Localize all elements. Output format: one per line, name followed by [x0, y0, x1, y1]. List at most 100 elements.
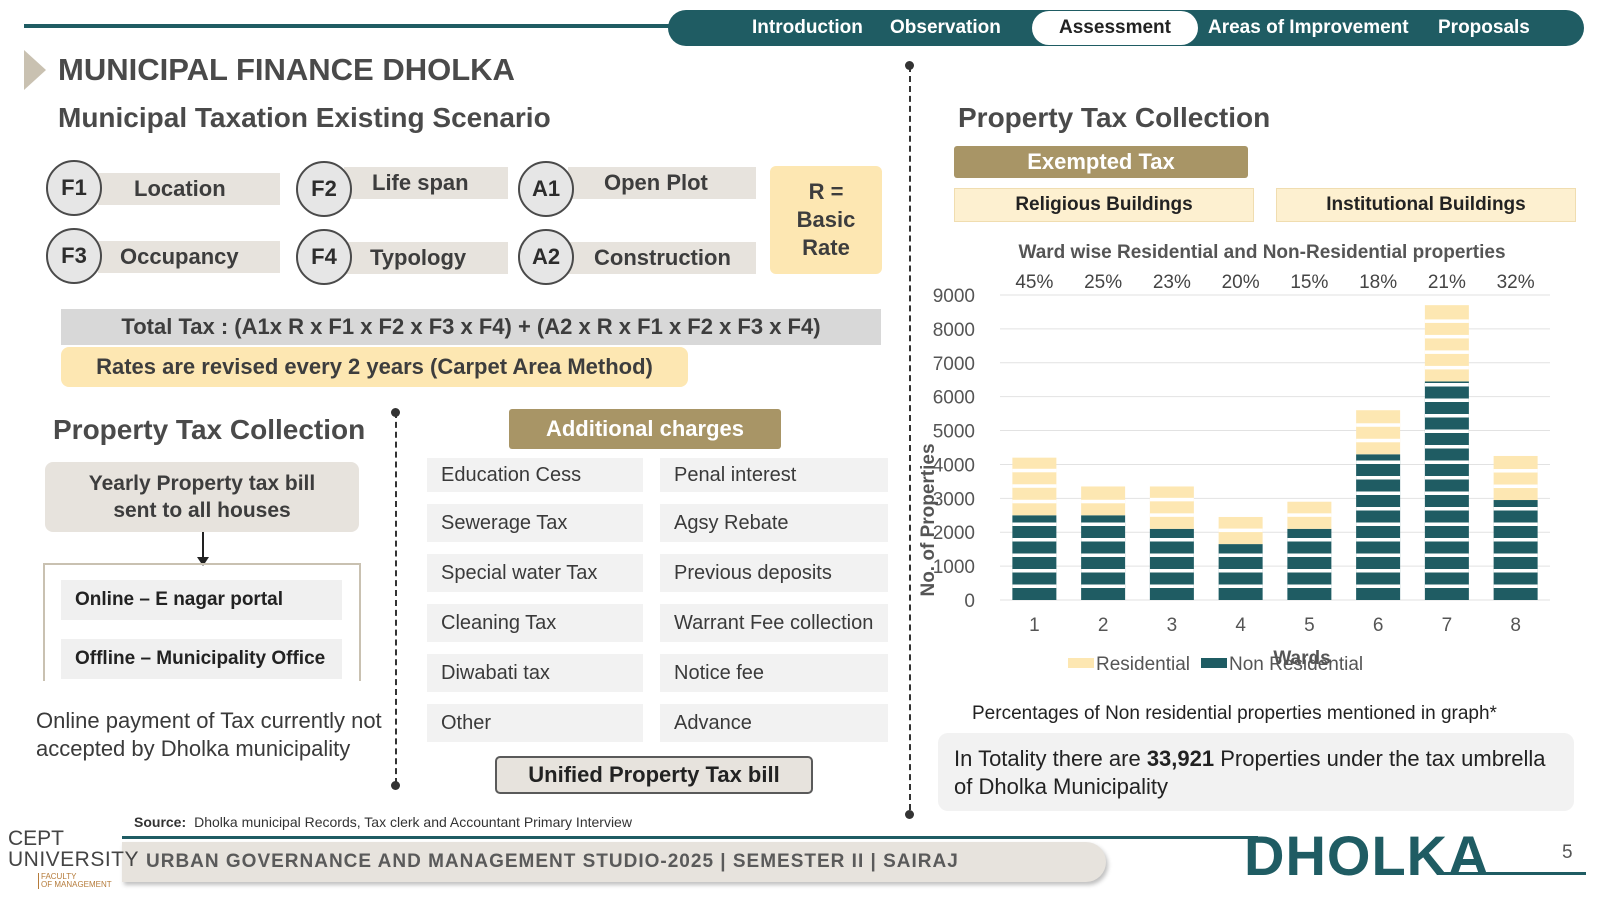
charge-previous-deposits: Previous deposits	[660, 554, 888, 592]
x-tick-label: 7	[1442, 615, 1453, 636]
bar-stripe	[1424, 365, 1469, 370]
bar-non-residential-ward-6	[1356, 454, 1401, 600]
unified-tax-bill: Unified Property Tax bill	[495, 756, 813, 794]
divider-left-top-dot	[391, 408, 400, 417]
logo-of-management: OF MANAGEMENT	[41, 880, 112, 889]
bar-stripe	[1081, 569, 1126, 573]
logo-faculty: FACULTY	[41, 872, 77, 881]
bar-stripe	[1356, 507, 1401, 511]
down-arrow-icon	[197, 557, 209, 566]
charge-warrant-fee: Warrant Fee collection	[660, 604, 888, 642]
factor-label-open-plot: Open Plot	[568, 167, 756, 199]
chart-y-ticks: 0 1000 2000 3000 4000 5000 6000 7000 8000 9000	[933, 286, 975, 612]
total-tax-formula: Total Tax : (A1x R x F1 x F2 x F3 x F4) …	[61, 309, 881, 345]
total-properties-count: 33,921	[1146, 746, 1215, 771]
bar-stripe	[1424, 522, 1469, 526]
yearly-bill-box: Yearly Property tax bill sent to all hou…	[45, 462, 359, 532]
bar-non-residential-ward-7	[1424, 381, 1469, 600]
bar-non-residential-ward-3	[1149, 528, 1194, 600]
basic-rate-line-2: Basic	[796, 207, 856, 232]
footer-rule	[122, 836, 1258, 839]
y-tick-label: 8000	[933, 320, 975, 341]
bar-stripe	[1081, 553, 1126, 557]
payment-mode-offline: Offline – Municipality Office	[61, 639, 342, 679]
bar-non-residential-ward-2	[1081, 515, 1126, 600]
bar-stripe	[1424, 476, 1469, 480]
bar-stripe	[1149, 513, 1194, 517]
tab-introduction[interactable]: Introduction	[752, 17, 863, 38]
revision-note: Rates are revised every 2 years (Carpet …	[61, 347, 688, 387]
bar-stripe	[1012, 553, 1057, 557]
bar-stripe	[1424, 383, 1469, 387]
bar-stripe	[1287, 538, 1332, 542]
bar-residential-ward-7	[1424, 305, 1469, 382]
factor-label-location: Location	[98, 173, 280, 205]
bar-stripe	[1149, 497, 1194, 502]
bar-stripe	[1424, 584, 1469, 588]
footer-studio-bar: URBAN GOVERNANCE AND MANAGEMENT STUDIO-2…	[122, 842, 1106, 882]
chart-annotations: 45% 25% 23% 20% 15% 18% 21% 32%	[1015, 272, 1534, 293]
charge-special-water-tax: Special water Tax	[427, 554, 643, 592]
exempted-tax-title: Exempted Tax	[954, 146, 1248, 178]
bar-stripe	[1356, 538, 1401, 542]
pct-annotation: 20%	[1222, 272, 1260, 293]
tab-proposals[interactable]: Proposals	[1438, 17, 1530, 38]
pct-annotation: 25%	[1084, 272, 1122, 293]
x-tick-label: 5	[1304, 615, 1315, 636]
x-tick-label: 8	[1510, 615, 1521, 636]
x-tick-label: 4	[1235, 615, 1246, 636]
bar-stripe	[1149, 584, 1194, 588]
bar-stripe	[1081, 538, 1126, 542]
bar-stripe	[1356, 476, 1401, 480]
factor-label-construction: Construction	[568, 242, 756, 274]
page-title: MUNICIPAL FINANCE DHOLKA	[58, 52, 515, 87]
percentage-note: Percentages of Non residential propertie…	[972, 703, 1497, 724]
bar-stripe	[1424, 507, 1469, 511]
chart-y-axis-label: No. of Properties	[918, 443, 939, 596]
charge-diwabati-tax: Diwabati tax	[427, 654, 643, 692]
bar-stripe	[1287, 584, 1332, 588]
divider-left	[395, 412, 397, 784]
bar-stripe	[1356, 423, 1401, 427]
chart-bars	[1012, 305, 1538, 600]
charge-agsy-rebate: Agsy Rebate	[660, 504, 888, 542]
payment-mode-online: Online – E nagar portal	[61, 580, 342, 620]
bar-stripe	[1081, 499, 1126, 504]
pct-annotation: 23%	[1153, 272, 1191, 293]
bar-stripe	[1218, 584, 1263, 588]
divider-center	[909, 66, 911, 810]
bar-stripe	[1424, 445, 1469, 449]
tab-areas-of-improvement[interactable]: Areas of Improvement	[1208, 17, 1409, 38]
bar-fill	[1356, 410, 1401, 455]
bar-stripe	[1424, 429, 1469, 433]
chart-legend: Residential Non Residential	[1068, 654, 1363, 675]
chart-x-ticks: 1 2 3 4 5 6 7 8	[1029, 615, 1521, 636]
tab-assessment[interactable]: Assessment	[1032, 11, 1198, 45]
bar-stripe	[1493, 507, 1538, 511]
bar-stripe	[1356, 460, 1401, 464]
right-section-title: Property Tax Collection	[958, 102, 1271, 133]
pct-annotation: 21%	[1428, 272, 1466, 293]
bar-stripe	[1424, 350, 1469, 354]
source-label: Source:	[134, 814, 187, 830]
top-rule	[24, 24, 674, 28]
bar-residential-ward-2	[1081, 486, 1126, 516]
bar-stripe	[1493, 484, 1538, 489]
y-tick-label: 7000	[933, 354, 975, 375]
x-tick-label: 3	[1167, 615, 1178, 636]
factor-badge-a2: A2	[518, 229, 574, 285]
yearly-bill-line-1: Yearly Property tax bill	[88, 472, 316, 495]
total-text-pre: In Totality there are	[954, 746, 1147, 771]
section-nav: Introduction Observation Assessment Area…	[668, 10, 1584, 46]
bar-non-residential-ward-4	[1218, 544, 1263, 600]
x-tick-label: 1	[1029, 615, 1040, 636]
bar-stripe	[1012, 584, 1057, 588]
bar-stripe	[1424, 460, 1469, 464]
y-tick-label: 1000	[933, 557, 975, 578]
tab-observation[interactable]: Observation	[890, 17, 1001, 38]
factor-badge-f4: F4	[296, 229, 352, 285]
legend-label: Non Residential	[1229, 654, 1363, 675]
bar-stripe	[1012, 538, 1057, 542]
y-tick-label: 0	[964, 591, 975, 612]
bar-stripe	[1493, 469, 1538, 473]
